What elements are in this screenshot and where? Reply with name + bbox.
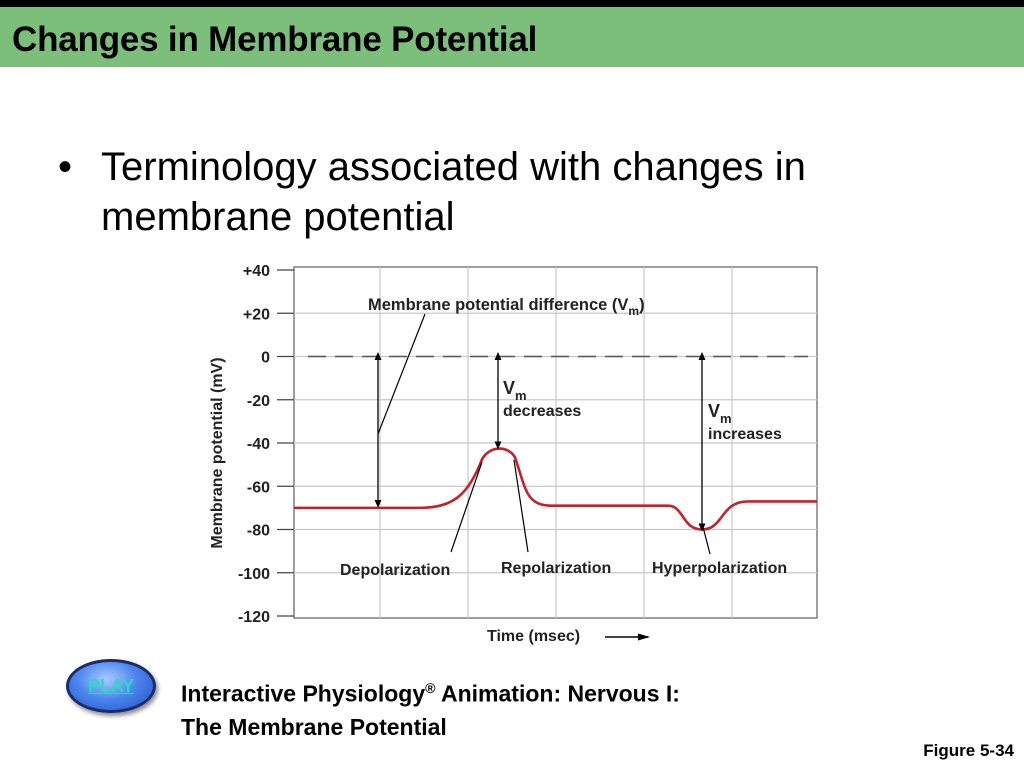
y-tick-label: -80 [247,523,270,540]
y-tick-label: 0 [261,350,270,367]
y-axis-label: Membrane potential (mV) [209,357,226,548]
x-axis-label: Time (msec) [487,628,580,645]
vm-increases-label: increases [708,426,782,443]
vm-decreases-symbol: Vm [503,378,527,403]
caption-line-1: Interactive Physiology® Animation: Nervo… [181,672,881,711]
membrane-potential-trace [294,447,817,531]
vm-difference-label: Membrane potential difference (Vm) [368,296,645,318]
y-axis-ticks: +40 +20 0 -20 -40 -60 -80 -100 -120 [238,263,294,626]
depolarization-label: Depolarization [340,562,450,579]
y-tick-label: -120 [238,609,270,626]
hyperpolarization-label: Hyperpolarization [652,560,787,577]
slide-title: Changes in Membrane Potential [12,20,538,59]
y-tick-label: -20 [247,393,270,410]
bullet-text: Terminology associated with changes in m… [101,145,806,239]
bullet-dot: • [58,145,73,189]
hyperpolarization-leader [702,526,711,555]
caption-prefix: Interactive Physiology [181,680,426,707]
figure-number: Figure 5-34 [923,741,1014,760]
y-tick-label: -100 [238,566,270,583]
title-bar: Changes in Membrane Potential [0,7,1024,67]
y-tick-label: +20 [243,306,270,323]
y-tick-label: -60 [247,479,270,496]
vm-increases-symbol: Vm [708,401,732,426]
top-rule [0,0,1024,7]
play-button[interactable]: PLAY [66,659,156,713]
y-tick-label: -40 [247,436,270,453]
play-label: PLAY [87,676,135,696]
caption-suffix: Animation: Nervous I: [435,680,680,707]
registered-mark: ® [425,680,436,696]
vm-difference-leader [377,313,426,435]
animation-caption: Interactive Physiology® Animation: Nervo… [181,672,881,744]
repolarization-label: Repolarization [501,560,611,577]
vm-decreases-label: decreases [503,403,581,420]
depolarization-leader [450,461,483,553]
repolarization-leader [513,459,529,553]
caption-line-2: The Membrane Potential [181,713,447,740]
y-tick-label: +40 [243,263,270,280]
